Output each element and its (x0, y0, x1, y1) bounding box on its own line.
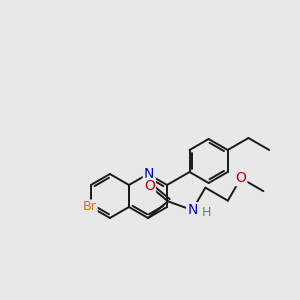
Text: Br: Br (83, 200, 97, 214)
Text: O: O (236, 171, 246, 185)
Text: O: O (144, 179, 155, 193)
Text: N: N (187, 203, 197, 217)
Text: H: H (202, 206, 211, 219)
Text: N: N (144, 167, 154, 181)
